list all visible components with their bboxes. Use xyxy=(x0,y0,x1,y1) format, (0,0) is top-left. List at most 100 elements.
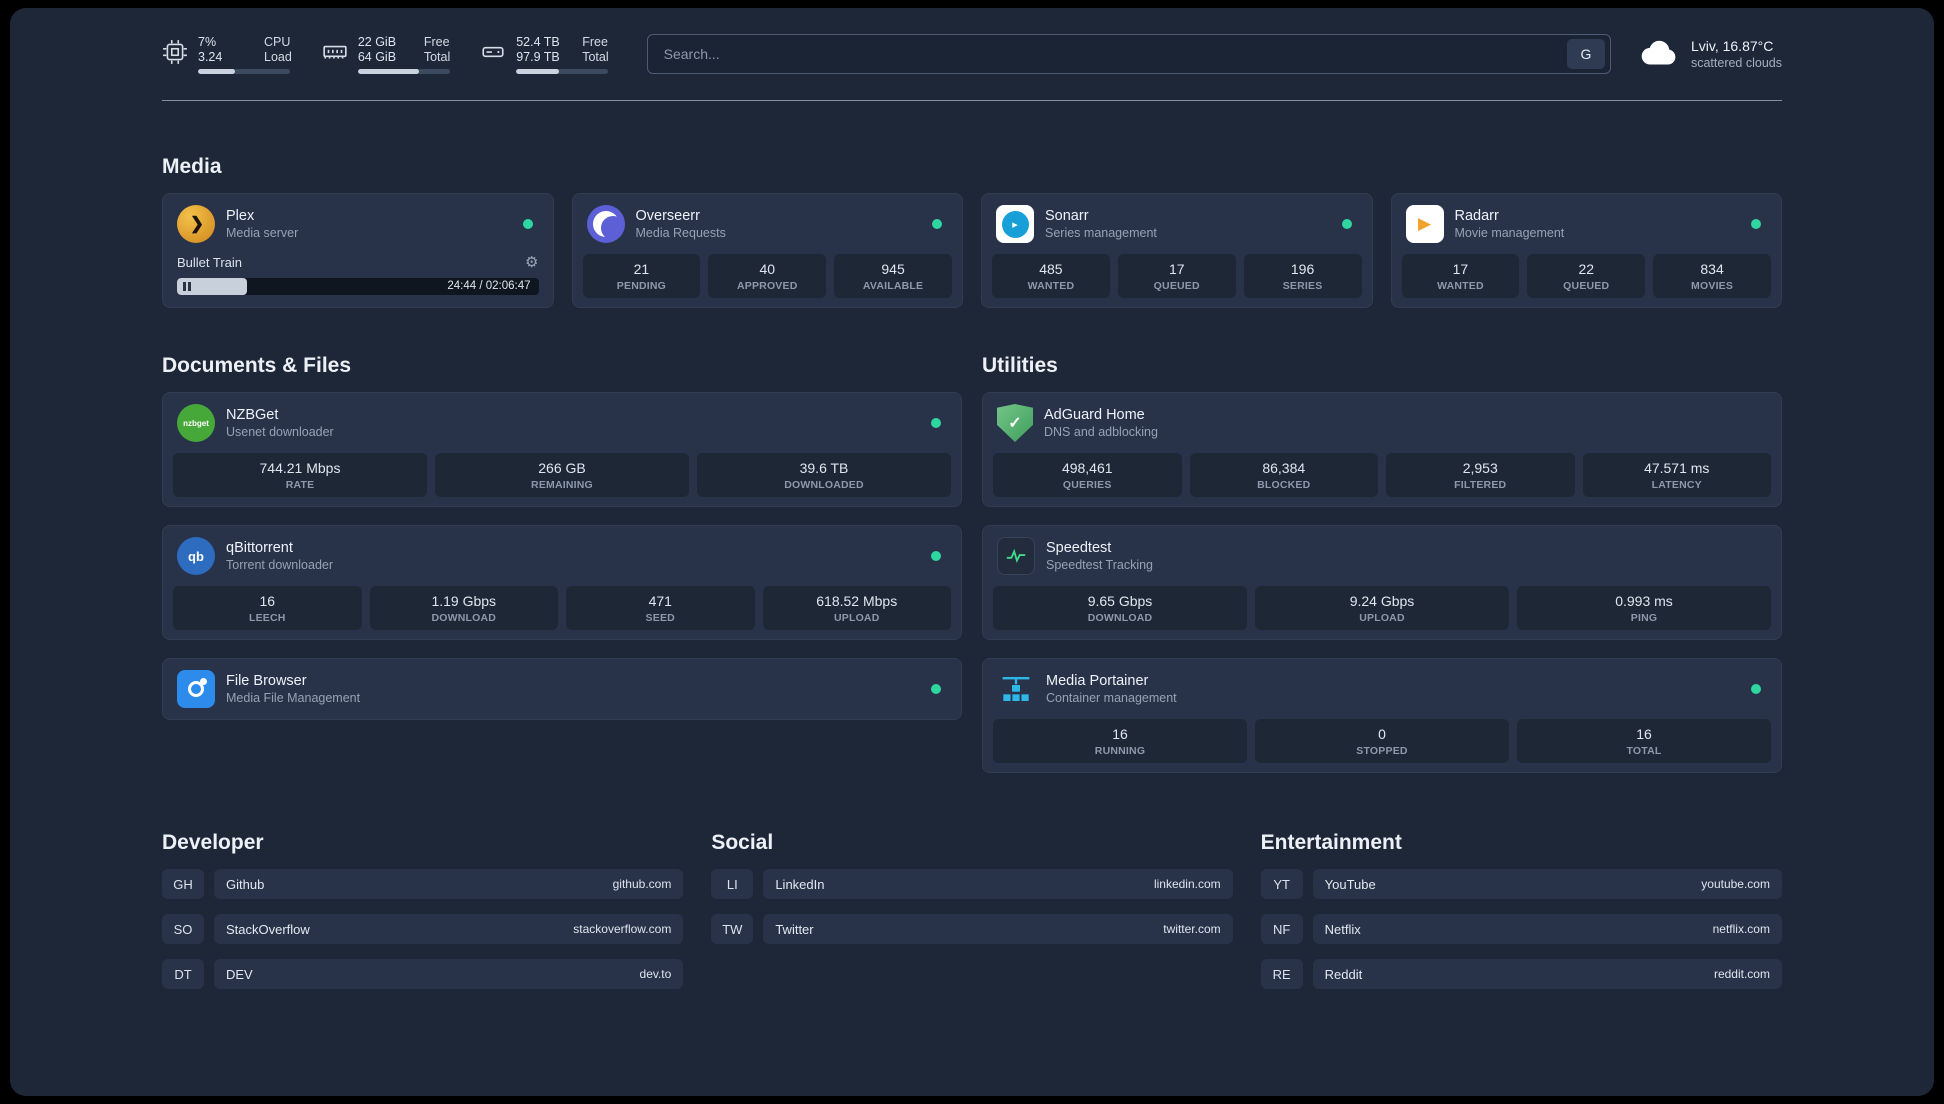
stat-label: UPLOAD xyxy=(833,612,880,624)
service-card-nzbget[interactable]: nzbget NZBGet Usenet downloader 744.21 M… xyxy=(162,392,962,507)
stat-label: SEED xyxy=(645,612,675,624)
stat-value: 21 xyxy=(633,261,650,277)
playback-progress-bar[interactable]: 24:44 / 02:06:47 xyxy=(177,278,539,295)
service-desc: DNS and adblocking xyxy=(1044,425,1158,439)
cpu-load-value: 3.24 xyxy=(198,49,223,64)
weather-widget: Lviv, 16.87°C scattered clouds xyxy=(1639,38,1782,71)
topbar-divider xyxy=(162,100,1782,101)
bookmark-abbr: GH xyxy=(162,869,204,899)
cpu-widget: 7% CPU 3.24 Load xyxy=(162,35,292,74)
bookmark-name: YouTube xyxy=(1324,876,1376,892)
stat-tile: 9.24 Gbps UPLOAD xyxy=(1255,586,1509,630)
stat-label: QUERIES xyxy=(1062,479,1112,491)
plex-icon: ❯ xyxy=(177,205,215,243)
stat-value: 498,461 xyxy=(1061,460,1113,476)
search-input[interactable] xyxy=(661,45,1567,63)
gear-icon[interactable]: ⚙ xyxy=(525,254,539,271)
service-name: Media Portainer xyxy=(1046,673,1149,689)
section-entertainment: Entertainment YT YouTube youtube.com NF … xyxy=(1260,831,1782,989)
bookmark-reddit[interactable]: RE Reddit reddit.com xyxy=(1260,959,1782,989)
playback-time: 24:44 / 02:06:47 xyxy=(447,280,531,292)
stat-value: 2,953 xyxy=(1462,460,1498,476)
service-card-filebrowser[interactable]: File Browser Media File Management xyxy=(162,658,962,720)
dashboard: 7% CPU 3.24 Load xyxy=(10,8,1934,1096)
stat-value: 22 xyxy=(1578,261,1595,277)
service-desc: Media File Management xyxy=(226,691,361,705)
stat-label: UPLOAD xyxy=(1359,612,1405,624)
service-name: File Browser xyxy=(226,673,307,689)
stat-label: FILTERED xyxy=(1454,479,1507,491)
service-desc: Torrent downloader xyxy=(226,558,334,572)
section-social: Social LI LinkedIn linkedin.com TW Twitt… xyxy=(711,831,1233,989)
bookmark-twitter[interactable]: TW Twitter twitter.com xyxy=(711,914,1233,944)
bookmark-abbr: DT xyxy=(162,959,204,989)
now-playing-title: Bullet Train xyxy=(177,254,243,270)
bookmark-netflix[interactable]: NF Netflix netflix.com xyxy=(1260,914,1782,944)
stat-label: RATE xyxy=(285,479,315,491)
stat-label: LEECH xyxy=(248,612,286,624)
stat-value: 834 xyxy=(1700,261,1724,277)
disk-icon xyxy=(480,35,506,65)
nzbget-icon: nzbget xyxy=(177,404,215,442)
disk-progress-bar xyxy=(516,68,609,74)
service-name: Overseerr xyxy=(635,208,700,224)
status-dot xyxy=(522,219,533,229)
memory-total-label: Total xyxy=(423,49,451,64)
bookmark-dev[interactable]: DT DEV dev.to xyxy=(162,959,684,989)
stat-value: 945 xyxy=(881,261,905,277)
stat-label: QUEUED xyxy=(1153,280,1200,292)
stat-value: 16 xyxy=(1636,726,1652,742)
stat-label: AVAILABLE xyxy=(862,280,924,292)
service-card-sonarr[interactable]: ▸ Sonarr Series management 485 WANTED xyxy=(981,193,1373,308)
service-card-portainer[interactable]: Media Portainer Container management 16 … xyxy=(982,658,1782,773)
bookmark-linkedin[interactable]: LI LinkedIn linkedin.com xyxy=(711,869,1233,899)
adguard-icon: ✓ xyxy=(997,404,1033,442)
section-title-developer: Developer xyxy=(162,831,264,854)
memory-total-value: 64 GiB xyxy=(357,49,397,64)
stat-value: 17 xyxy=(1452,261,1469,277)
status-dot xyxy=(932,219,942,229)
disk-free-label: Free xyxy=(582,34,608,49)
stat-label: WANTED xyxy=(1027,280,1075,292)
stat-tile: 47.571 ms LATENCY xyxy=(1582,453,1771,497)
stat-tile: 196 SERIES xyxy=(1243,254,1362,298)
bookmark-stackoverflow[interactable]: SO StackOverflow stackoverflow.com xyxy=(162,914,684,944)
stat-value: 266 GB xyxy=(538,460,586,476)
stat-value: 40 xyxy=(759,261,776,277)
stat-label: LATENCY xyxy=(1651,479,1702,491)
search-bar: G xyxy=(646,34,1611,74)
bookmark-github[interactable]: GH Github github.com xyxy=(162,869,684,899)
service-name: Radarr xyxy=(1454,208,1499,224)
stat-label: REMAINING xyxy=(531,479,593,491)
stat-label: MOVIES xyxy=(1691,280,1734,292)
stat-value: 9.24 Gbps xyxy=(1349,593,1415,609)
service-card-adguard[interactable]: ✓ AdGuard Home DNS and adblocking 498,46… xyxy=(982,392,1782,507)
pause-icon[interactable] xyxy=(183,282,191,291)
stat-value: 485 xyxy=(1039,261,1063,277)
bookmark-abbr: SO xyxy=(162,914,204,944)
service-card-radarr[interactable]: ▶ Radarr Movie management 17 WANTED xyxy=(1390,193,1782,308)
stat-value: 1.19 Gbps xyxy=(431,593,497,609)
service-card-plex[interactable]: ❯ Plex Media server Bullet Train ⚙ xyxy=(162,193,554,308)
speedtest-icon xyxy=(997,537,1035,575)
stat-tile: 1.19 Gbps DOWNLOAD xyxy=(369,586,558,630)
search-provider-button[interactable]: G xyxy=(1566,39,1605,69)
section-utilities: Utilities ✓ AdGuard Home DNS and adblock… xyxy=(982,354,1782,773)
stat-label: BLOCKED xyxy=(1257,479,1311,491)
section-developer: Developer GH Github github.com SO StackO… xyxy=(162,831,684,989)
stat-tile: 0.993 ms PING xyxy=(1517,586,1771,630)
bookmark-youtube[interactable]: YT YouTube youtube.com xyxy=(1260,869,1782,899)
service-card-overseerr[interactable]: Overseerr Media Requests 21 PENDING 40 A… xyxy=(571,193,963,308)
stat-value: 17 xyxy=(1168,261,1185,277)
stat-value: 9.65 Gbps xyxy=(1087,593,1153,609)
memory-progress-bar xyxy=(357,68,450,74)
service-card-speedtest[interactable]: Speedtest Speedtest Tracking 9.65 Gbps D… xyxy=(982,525,1782,640)
bookmark-name: Netflix xyxy=(1324,921,1361,937)
stat-value: 196 xyxy=(1290,261,1315,277)
filebrowser-icon xyxy=(177,670,215,708)
service-card-qbittorrent[interactable]: qb qBittorrent Torrent downloader 16 LEE… xyxy=(162,525,962,640)
service-name: qBittorrent xyxy=(226,540,293,556)
stat-tile: 945 AVAILABLE xyxy=(834,254,952,298)
cpu-label: CPU xyxy=(264,34,291,49)
bookmark-name: StackOverflow xyxy=(226,921,310,937)
